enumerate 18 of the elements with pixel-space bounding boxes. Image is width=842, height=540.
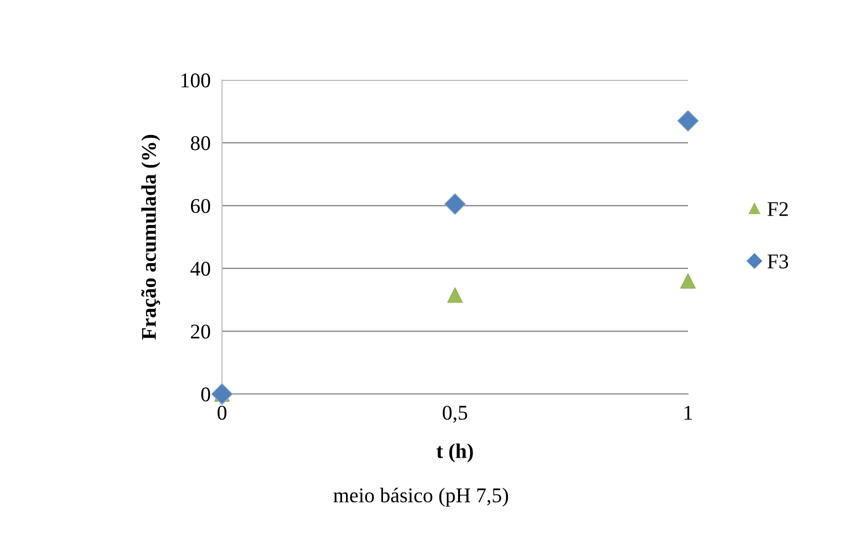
point (444, 193, 466, 215)
y-tick-label: 100 (181, 73, 210, 88)
point (680, 273, 696, 289)
y-tick-label: 40 (190, 262, 210, 276)
y-tick-label: 80 (190, 136, 210, 150)
legend-label: F2 (768, 202, 788, 216)
legend-label: F3 (768, 254, 788, 268)
x-axis-title: t (h) (436, 443, 473, 462)
x-tick-label: 0,5 (442, 406, 468, 423)
point (447, 287, 463, 303)
y-tick-label: 20 (190, 324, 210, 339)
y-tick-label: 0 (201, 387, 210, 402)
x-tick-label: 1 (684, 406, 692, 420)
y-tick-label: 60 (190, 198, 210, 214)
x-tick-label: 0 (218, 406, 226, 420)
y-axis-title: Fração acumulada (%) (141, 134, 160, 340)
point (677, 110, 699, 132)
text: meio básico (pH 7,5) (333, 488, 508, 507)
